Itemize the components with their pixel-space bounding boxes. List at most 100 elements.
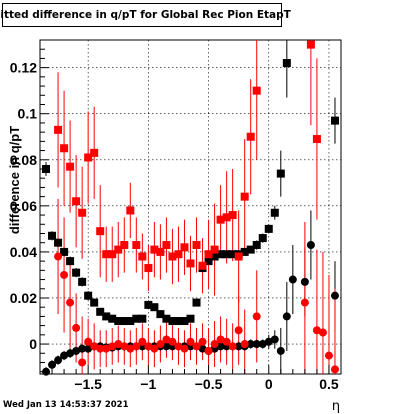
data-point-circle [114, 340, 123, 349]
data-point-square [210, 252, 219, 261]
data-point-circle [96, 344, 105, 353]
data-point-circle [156, 340, 165, 349]
data-point-square [96, 307, 105, 316]
error-bars [45, 40, 336, 374]
data-point-circle [144, 342, 153, 351]
data-point-circle [216, 342, 225, 351]
data-point-square [102, 312, 111, 321]
data-point-circle [204, 346, 213, 355]
data-point-square [78, 277, 87, 286]
data-point-square [312, 135, 321, 144]
data-point-square [186, 259, 195, 268]
data-point-square [252, 241, 261, 250]
y-tick-label: 0.06 [10, 198, 37, 214]
x-tick-label: −1 [140, 376, 156, 392]
data-point-square [120, 317, 129, 326]
x-tick-label: 0.5 [319, 376, 339, 392]
data-point-circle [300, 298, 309, 307]
data-point-square [156, 310, 165, 319]
data-point-square [138, 314, 147, 323]
data-point-square [222, 213, 231, 222]
data-point-square [72, 268, 81, 277]
data-point-circle [84, 337, 93, 346]
chart-title: Fitted difference in q/pT for Global Rec… [0, 3, 291, 27]
y-tick-label: 0.08 [10, 152, 37, 168]
data-point-square [132, 241, 141, 250]
data-point-circle [210, 340, 219, 349]
x-tick-label: −0.5 [195, 376, 223, 392]
data-point-square [162, 241, 171, 250]
data-point-circle [312, 326, 321, 335]
data-point-circle [90, 342, 99, 351]
data-point-square [228, 211, 237, 220]
data-point-square [132, 314, 141, 323]
data-point-circle [162, 342, 171, 351]
data-point-circle [162, 335, 171, 344]
data-point-square [150, 245, 159, 254]
data-point-circle [48, 360, 57, 369]
data-point-square [108, 250, 117, 259]
data-point-circle [78, 358, 87, 367]
data-point-circle [222, 337, 231, 346]
data-point-circle [72, 323, 81, 332]
data-point-square [60, 247, 69, 256]
data-point-square [204, 257, 213, 266]
data-point-circle [42, 367, 51, 376]
y-tick-label: 0.02 [10, 290, 37, 306]
data-point-square [54, 125, 63, 134]
data-point-circle [150, 344, 159, 353]
data-point-square [156, 247, 165, 256]
data-point-square [198, 261, 207, 270]
data-point-square [84, 153, 93, 162]
data-point-square [276, 169, 285, 178]
data-point-square [72, 197, 81, 206]
data-point-square [120, 241, 129, 250]
data-point-square [114, 317, 123, 326]
data-point-square [42, 164, 51, 173]
axes: −1.5 −1 −0.5 0 0.5 0 0.02 0.04 0.06 0.08 0.1 0.12 [10, 39, 342, 392]
data-point-square [210, 245, 219, 254]
data-point-square [246, 132, 255, 141]
data-point-square [54, 238, 63, 247]
data-point-circle [120, 342, 129, 351]
data-point-square [234, 252, 243, 261]
data-point-square [270, 208, 279, 217]
data-point-square [168, 317, 177, 326]
data-point-circle [264, 337, 273, 346]
data-point-circle [288, 275, 297, 284]
data-point-square [216, 215, 225, 224]
data-point-square [114, 245, 123, 254]
data-point-square [168, 252, 177, 261]
data-point-square [108, 314, 117, 323]
data-point-circle [276, 346, 285, 355]
data-point-circle [198, 344, 207, 353]
data-point-circle [252, 312, 261, 321]
data-point-square [60, 144, 69, 153]
data-point-square [180, 317, 189, 326]
y-tick-label: 0.04 [10, 244, 37, 260]
data-point-circle [234, 342, 243, 351]
y-tick-label: 0.1 [18, 106, 38, 122]
data-point-square [216, 250, 225, 259]
data-point-circle [330, 365, 339, 374]
data-point-square [90, 148, 99, 157]
data-point-circle [282, 312, 291, 321]
data-point-circle [126, 344, 135, 353]
data-point-square [102, 250, 111, 259]
data-point-square [66, 162, 75, 171]
data-point-square [240, 247, 249, 256]
data-point-square [180, 243, 189, 252]
data-point-square [264, 224, 273, 233]
data-point-circle [84, 344, 93, 353]
data-markers [42, 40, 339, 376]
data-point-circle [192, 342, 201, 351]
data-point-circle [186, 337, 195, 346]
data-point-circle [300, 277, 309, 286]
data-point-square [144, 300, 153, 309]
data-point-square [162, 314, 171, 323]
data-point-circle [54, 252, 63, 261]
data-point-square [246, 245, 255, 254]
data-point-square [126, 206, 135, 215]
data-point-circle [240, 340, 249, 349]
